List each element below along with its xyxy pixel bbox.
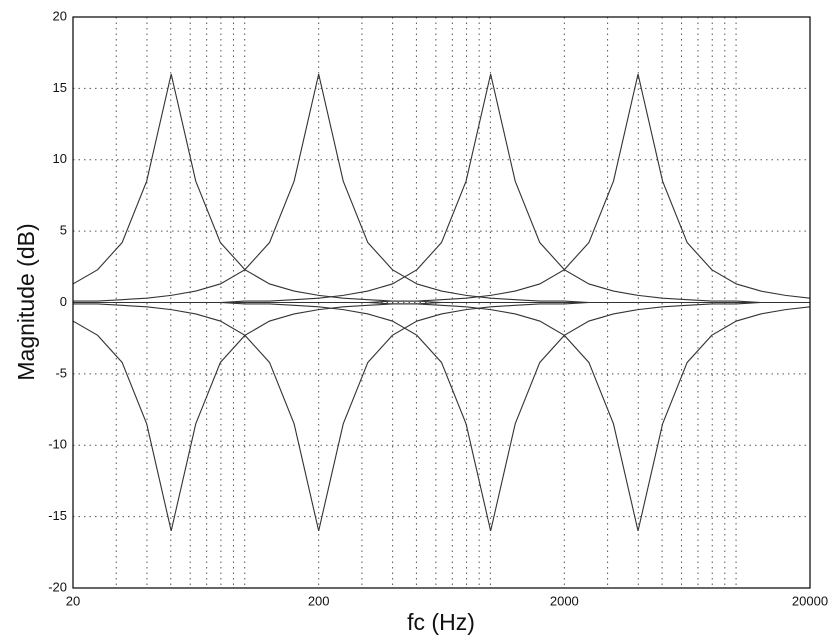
curve: [73, 303, 810, 531]
x-tick-label: 20000: [792, 593, 828, 608]
y-tick-label: 20: [53, 8, 67, 23]
curve: [73, 303, 810, 531]
curve: [73, 303, 810, 531]
y-tick-label: -15: [48, 508, 67, 523]
chart: fc (Hz) Magnitude (dB) -20 -15 -10 -5 0 5 10 15…: [0, 0, 836, 638]
x-tick-label: 2000: [550, 593, 579, 608]
curve: [73, 74, 810, 302]
curve: [73, 74, 810, 302]
curve: [73, 74, 810, 302]
y-tick-label: -5: [55, 365, 67, 380]
y-tick-label: 5: [60, 223, 67, 238]
y-axis-title: Magnitude (dB): [13, 223, 39, 380]
y-tick-label: 15: [53, 80, 67, 95]
x-tick-label: 200: [308, 593, 330, 608]
curve: [73, 303, 810, 531]
y-tick-label: 10: [53, 151, 67, 166]
x-tick-label: 20: [66, 593, 80, 608]
page: {"chart_data": {"type": "line", "x_label…: [0, 0, 836, 638]
y-tick-label: 0: [60, 294, 67, 309]
x-axis-title: fc (Hz): [407, 609, 475, 635]
curve: [73, 74, 810, 302]
y-tick-label: -10: [48, 437, 67, 452]
y-tick-label: -20: [48, 579, 67, 594]
